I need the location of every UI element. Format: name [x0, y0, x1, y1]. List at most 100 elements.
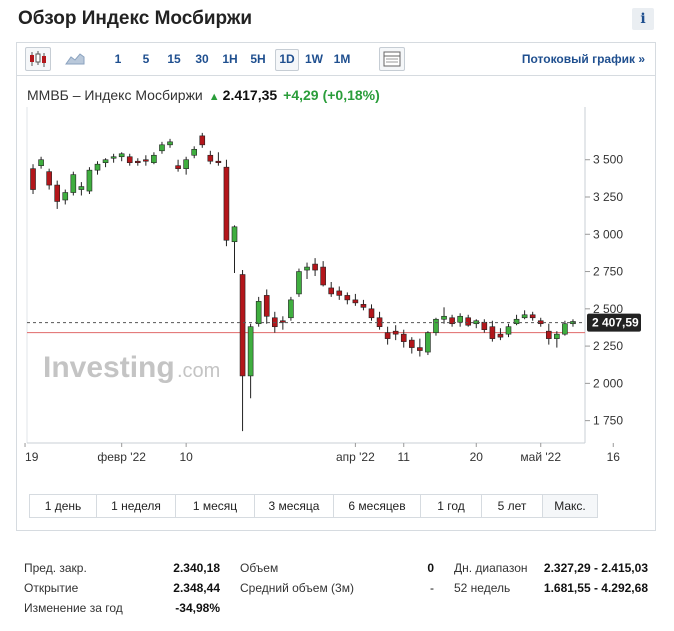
candle-up: [513, 318, 520, 325]
stat-value: 0: [427, 561, 434, 575]
arrow-up-icon: ▲: [208, 91, 220, 103]
stat-avg-volume: Средний объем (3м) -: [232, 578, 434, 598]
candle-down: [360, 304, 367, 308]
candle-down: [54, 184, 61, 202]
stat-label: Пред. закр.: [24, 561, 87, 575]
candle-down: [280, 320, 286, 323]
interval-1d[interactable]: 1D: [275, 49, 299, 71]
candle-up: [255, 301, 262, 325]
price-change-pct: (+0,18%): [322, 87, 380, 103]
interval-1m[interactable]: 1M: [333, 52, 351, 66]
range-5-years[interactable]: 5 лет: [481, 494, 542, 518]
candle-down: [336, 290, 343, 296]
area-chart-icon[interactable]: [63, 47, 87, 69]
candlestick-chart-icon[interactable]: [25, 47, 51, 71]
chart-panel: 1 5 15 30 1H 5H 1D 1W 1M Потоковый графи…: [16, 42, 656, 531]
candle-down: [400, 333, 407, 342]
info-icon[interactable]: i: [632, 8, 654, 30]
last-price-badge: [587, 313, 641, 332]
interval-1[interactable]: 1: [114, 52, 122, 66]
stat-label: Дн. диапазон: [454, 561, 528, 575]
streaming-chart-link[interactable]: Потоковый график »: [521, 52, 645, 66]
x-tick-label: май '22: [520, 450, 561, 464]
candle-down: [199, 135, 206, 146]
y-tick-label: 3 500: [593, 153, 623, 167]
candle-down: [207, 154, 214, 162]
candle-down: [489, 326, 496, 339]
candle-up: [231, 226, 238, 243]
stat-year-change: Изменение за год -34,98%: [16, 598, 220, 618]
range-3-months[interactable]: 3 месяца: [254, 494, 333, 518]
range-1-month[interactable]: 1 месяц: [175, 494, 254, 518]
y-tick-label: 3 250: [593, 190, 623, 204]
candle-up: [78, 186, 85, 190]
candle-up: [288, 299, 294, 319]
candle-up: [562, 323, 568, 335]
y-tick-label: 2 750: [593, 265, 623, 279]
x-tick-label: 16: [607, 450, 621, 464]
range-max[interactable]: Макс.: [542, 494, 598, 518]
page-title: Обзор Индекс Мосбиржи: [18, 8, 253, 29]
candle-up: [151, 154, 157, 164]
candle-up: [296, 271, 302, 295]
interval-5[interactable]: 5: [142, 52, 150, 66]
candle-down: [481, 321, 488, 330]
candle-up: [62, 192, 69, 201]
range-selector: 1 день 1 неделя 1 месяц 3 месяца 6 месяц…: [29, 494, 598, 518]
last-price-label: 2 407,59: [592, 316, 639, 330]
candle-up: [521, 314, 528, 319]
candle-up: [191, 148, 198, 156]
candle-down: [175, 165, 181, 169]
candle-up: [441, 315, 447, 320]
candle-up: [554, 333, 560, 339]
candle-down: [30, 168, 36, 190]
candle-down: [134, 160, 141, 164]
range-1-year[interactable]: 1 год: [420, 494, 481, 518]
candle-up: [102, 159, 109, 164]
y-tick-label: 3 000: [593, 227, 623, 241]
candle-down: [312, 263, 318, 271]
candle-up: [505, 326, 512, 335]
candle-up: [433, 318, 439, 333]
x-tick-label: 10: [179, 450, 193, 464]
candle-up: [118, 153, 125, 158]
last-price: 2.417,35: [222, 87, 278, 103]
candle-up: [70, 174, 77, 193]
stat-open: Открытие 2.348,44: [16, 578, 220, 598]
interval-1h[interactable]: 1H: [222, 52, 238, 66]
candle-up: [457, 315, 463, 323]
interval-15[interactable]: 15: [167, 52, 181, 66]
candle-up: [86, 169, 93, 192]
stat-label: Объем: [240, 561, 279, 575]
stat-label: 52 недель: [454, 581, 511, 595]
range-1-week[interactable]: 1 неделя: [96, 494, 175, 518]
stat-value: 2.327,29 - 2.415,03: [543, 561, 648, 575]
candle-up: [38, 159, 44, 166]
candle-down: [344, 295, 351, 301]
instrument-name: ММВБ – Индекс Мосбиржи: [27, 87, 203, 103]
candle-down: [223, 166, 230, 241]
stat-52-week: 52 недель 1.681,55 - 4.292,68: [446, 578, 648, 598]
y-tick-label: 2 250: [593, 339, 623, 353]
candle-down: [545, 330, 552, 339]
candle-up: [159, 144, 165, 152]
x-tick-label: февр '22: [97, 450, 146, 464]
stat-prev-close: Пред. закр. 2.340,18: [16, 558, 220, 578]
stat-label: Изменение за год: [24, 601, 123, 615]
interval-5h[interactable]: 5H: [250, 52, 266, 66]
interval-30[interactable]: 30: [195, 52, 209, 66]
stat-label: Средний объем (3м): [240, 581, 354, 595]
candle-down: [529, 314, 536, 319]
candle-down: [239, 274, 246, 377]
interval-1w[interactable]: 1W: [305, 52, 323, 66]
candle-down: [126, 156, 133, 164]
candle-up: [304, 266, 310, 271]
range-1-day[interactable]: 1 день: [29, 494, 96, 518]
table-view-icon[interactable]: [379, 47, 405, 71]
x-tick-label: 11: [398, 450, 411, 464]
candle-up: [167, 141, 173, 146]
candle-down: [352, 299, 359, 304]
range-6-months[interactable]: 6 месяцев: [333, 494, 420, 518]
candle-down: [328, 287, 335, 295]
